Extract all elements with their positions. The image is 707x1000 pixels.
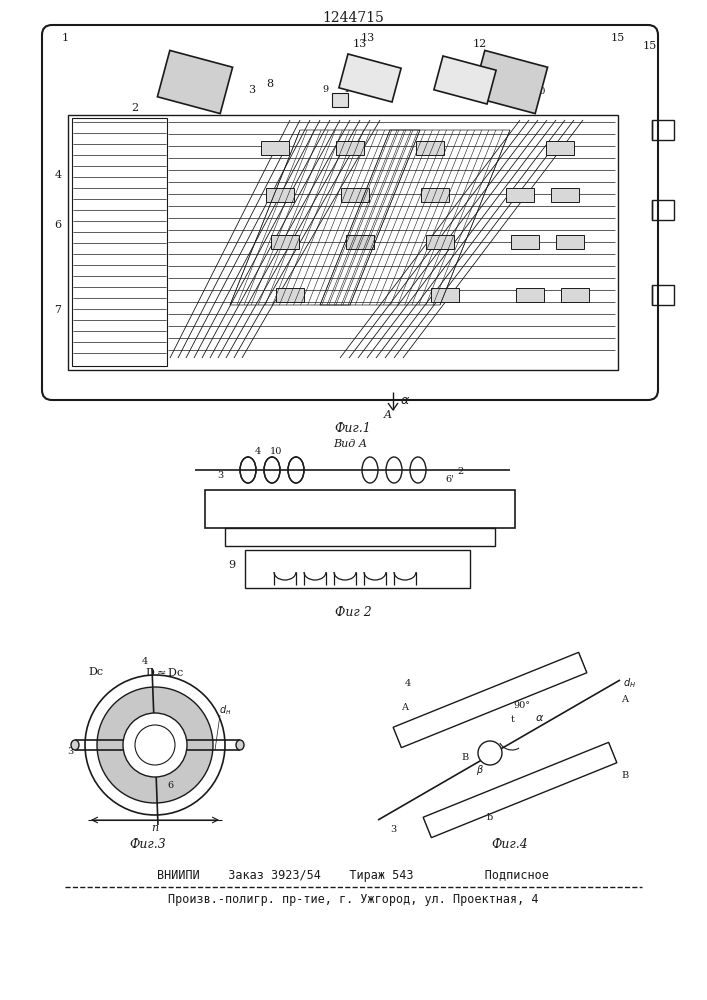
Text: Dc: Dc	[88, 667, 103, 677]
Text: Произв.-полигр. пр-тие, г. Ужгород, ул. Проектная, 4: Произв.-полигр. пр-тие, г. Ужгород, ул. …	[168, 894, 538, 906]
Text: $d_н$: $d_н$	[219, 703, 231, 717]
Text: 4: 4	[142, 658, 148, 666]
Text: 90°: 90°	[513, 702, 530, 710]
Ellipse shape	[236, 740, 244, 750]
Text: 6: 6	[167, 780, 173, 790]
Text: 11: 11	[501, 67, 515, 77]
Circle shape	[97, 687, 213, 803]
Bar	[72, 118, 167, 366]
Bar	[421, 188, 449, 202]
Text: 1244715: 1244715	[322, 11, 384, 25]
Text: 3: 3	[67, 748, 73, 756]
Bar	[332, 93, 348, 107]
Bar	[546, 141, 574, 155]
Text: 2: 2	[132, 103, 139, 113]
Text: b: b	[487, 814, 493, 822]
Text: 15: 15	[643, 41, 657, 51]
Bar	[266, 188, 294, 202]
Bar	[511, 235, 539, 249]
Text: 10: 10	[534, 88, 547, 97]
Text: 10: 10	[270, 448, 282, 456]
Polygon shape	[339, 54, 401, 102]
Ellipse shape	[71, 740, 79, 750]
Bar	[516, 288, 544, 302]
Bar	[261, 141, 289, 155]
Text: 4: 4	[405, 678, 411, 688]
Bar	[205, 490, 515, 528]
Bar	[68, 115, 618, 370]
Text: 7: 7	[54, 305, 62, 315]
Text: 6': 6'	[445, 476, 455, 485]
Text: 9: 9	[228, 560, 235, 570]
Bar	[652, 200, 674, 220]
Text: 3: 3	[217, 471, 223, 480]
Text: $\alpha$: $\alpha$	[535, 713, 544, 723]
Polygon shape	[472, 50, 548, 114]
Text: t: t	[511, 716, 515, 724]
Text: Вид А: Вид А	[333, 439, 367, 449]
Text: 5: 5	[189, 69, 197, 79]
Text: 13: 13	[361, 33, 375, 43]
Bar	[276, 288, 304, 302]
Bar	[271, 235, 299, 249]
Bar	[341, 188, 369, 202]
Bar	[652, 120, 674, 140]
Text: 15: 15	[611, 33, 625, 43]
Text: A: A	[621, 696, 629, 704]
Polygon shape	[423, 742, 617, 838]
Bar	[346, 235, 374, 249]
Text: A: A	[402, 704, 409, 712]
Text: Фиг.3: Фиг.3	[129, 838, 166, 852]
Text: B: B	[462, 754, 469, 762]
Bar	[225, 528, 495, 546]
Text: Фиг 2: Фиг 2	[334, 605, 371, 618]
Bar	[652, 285, 674, 305]
Text: $\beta$: $\beta$	[476, 763, 484, 777]
Text: 9: 9	[322, 85, 328, 94]
Text: 1: 1	[62, 33, 69, 43]
Text: 4: 4	[255, 448, 261, 456]
Text: B: B	[621, 770, 629, 780]
Polygon shape	[393, 652, 587, 748]
Text: A: A	[384, 410, 392, 420]
Polygon shape	[434, 56, 496, 104]
Circle shape	[478, 741, 502, 765]
Bar	[416, 141, 444, 155]
Text: 13: 13	[353, 39, 367, 49]
Bar	[561, 288, 589, 302]
Text: 8: 8	[267, 79, 274, 89]
Bar	[431, 288, 459, 302]
Bar	[556, 235, 584, 249]
Bar	[506, 188, 534, 202]
Text: Фиг.1: Фиг.1	[334, 422, 371, 434]
Bar	[426, 235, 454, 249]
Text: 3: 3	[390, 826, 396, 834]
Text: 3: 3	[248, 85, 255, 95]
Text: 14: 14	[344, 85, 356, 94]
Text: D$\approx$Dc: D$\approx$Dc	[146, 666, 185, 678]
Text: Фиг.4: Фиг.4	[491, 838, 528, 852]
Text: $\alpha$: $\alpha$	[400, 393, 410, 406]
Text: 6: 6	[54, 220, 62, 230]
Text: ВНИИПИ    Заказ 3923/54    Тираж 543          Подписное: ВНИИПИ Заказ 3923/54 Тираж 543 Подписное	[157, 868, 549, 882]
Text: 2: 2	[457, 468, 463, 477]
Text: 4: 4	[54, 170, 62, 180]
Text: $d_H$: $d_H$	[624, 676, 636, 690]
Bar	[551, 188, 579, 202]
Text: n: n	[151, 823, 158, 833]
Bar	[245, 550, 470, 588]
Circle shape	[123, 713, 187, 777]
Text: 12: 12	[473, 39, 487, 49]
Polygon shape	[158, 50, 233, 114]
Bar	[336, 141, 364, 155]
